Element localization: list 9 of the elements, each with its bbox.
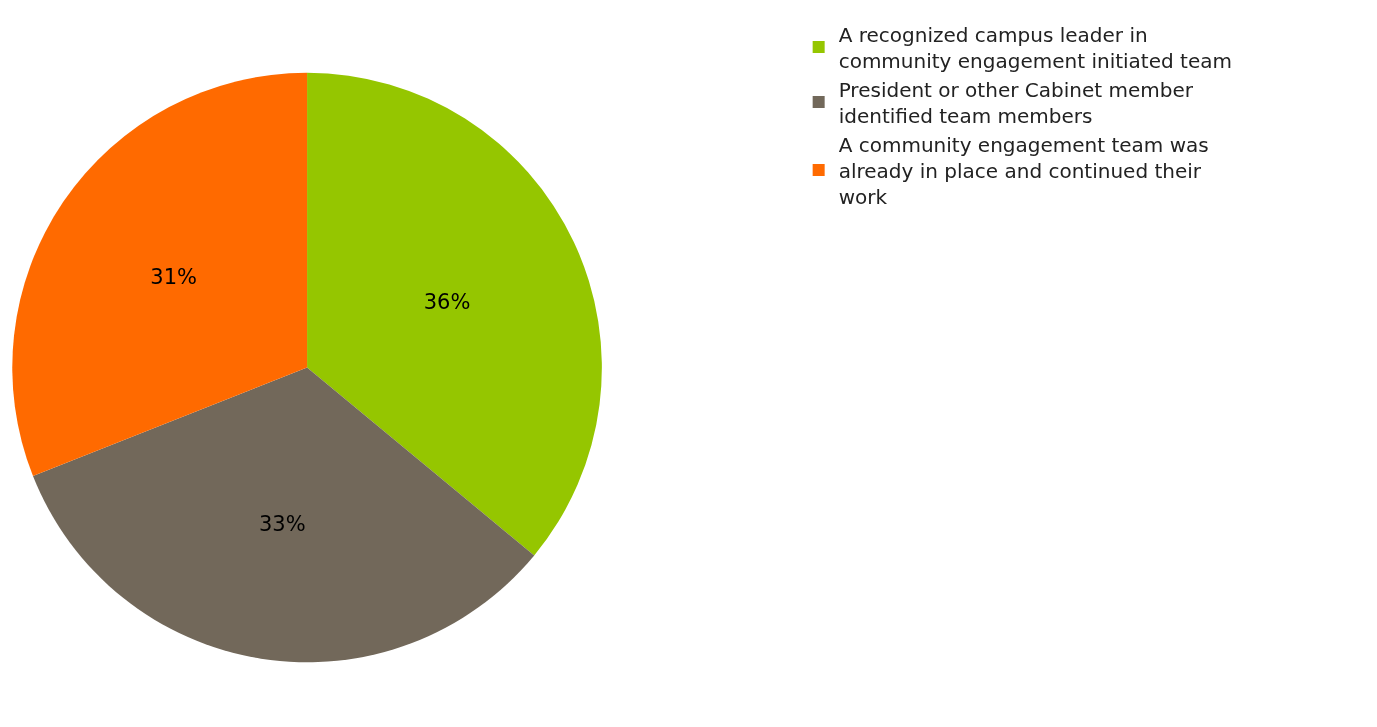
pie-slice xyxy=(307,72,602,556)
legend-label: A community engagement team was already in place and continued their work xyxy=(838,132,1209,209)
data-label: 36% xyxy=(423,289,471,314)
pie-slice xyxy=(12,72,308,477)
data-label: 31% xyxy=(150,264,197,289)
pie-slice xyxy=(32,367,535,663)
legend-label: A recognized campus leader in community engagement initiated team xyxy=(838,22,1232,73)
legend-label: President or other Cabinet member identified team members xyxy=(838,77,1194,128)
data-label: 33% xyxy=(258,511,306,536)
